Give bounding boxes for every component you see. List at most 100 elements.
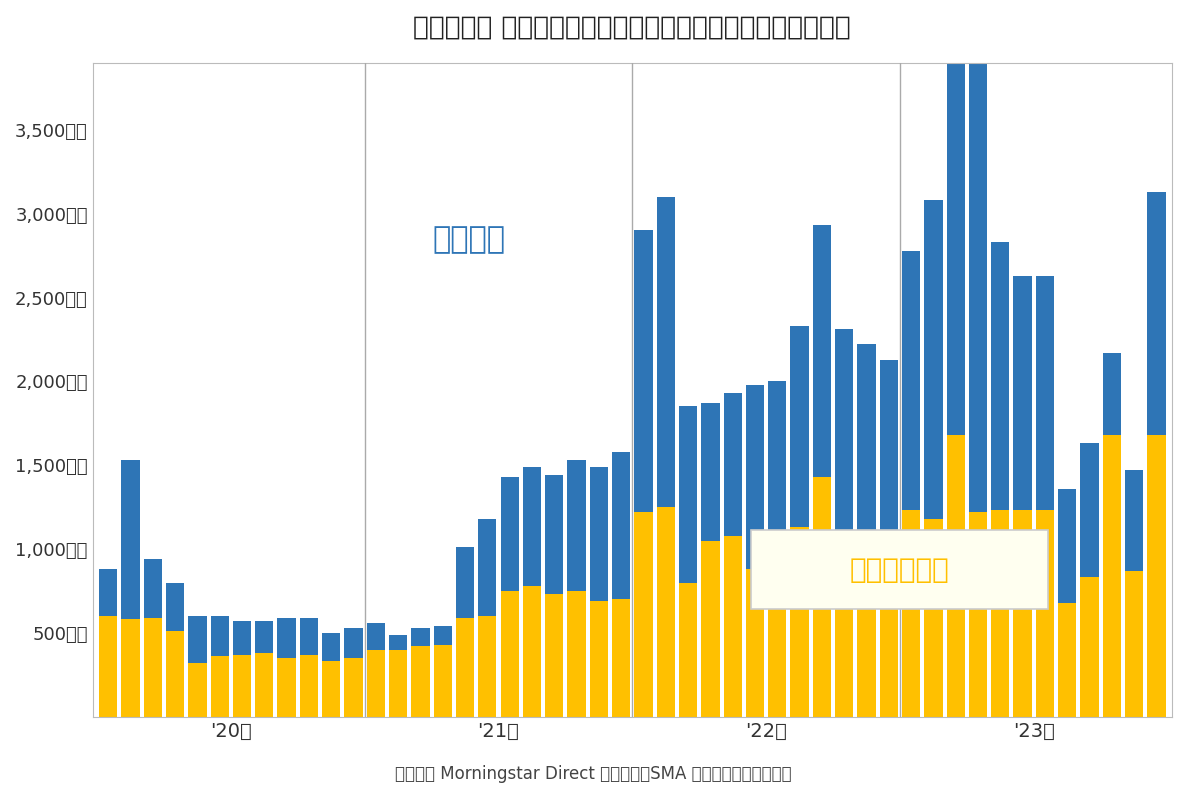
Bar (991, 242, 1009, 511)
Bar (946, 50, 965, 435)
Bar (702, 403, 719, 541)
Bar (768, 541, 787, 717)
Bar (1125, 571, 1143, 717)
Bar (456, 547, 474, 618)
Bar (724, 393, 742, 536)
Bar (300, 655, 318, 717)
Bar (925, 200, 942, 519)
Bar (456, 618, 474, 717)
Bar (233, 621, 252, 655)
Bar (612, 452, 630, 599)
Bar (144, 618, 161, 717)
Bar (300, 618, 318, 655)
Bar (1036, 511, 1054, 717)
Bar (702, 541, 719, 717)
Bar (1103, 353, 1121, 435)
Bar (590, 601, 608, 717)
Bar (1080, 443, 1099, 578)
Bar (389, 634, 407, 649)
Bar (857, 554, 876, 717)
Bar (189, 616, 207, 663)
Bar (791, 527, 808, 717)
Bar (656, 507, 675, 717)
Bar (925, 519, 942, 717)
Text: （資料） Morningstar Direct より作成。SMA 専用ファンドは除外。: （資料） Morningstar Direct より作成。SMA 専用ファンドは… (395, 765, 792, 783)
Bar (322, 661, 341, 717)
Bar (545, 594, 564, 717)
Bar (1148, 435, 1166, 717)
Bar (189, 663, 207, 717)
Bar (166, 631, 184, 717)
Bar (545, 475, 564, 594)
Bar (389, 649, 407, 717)
Bar (278, 658, 296, 717)
Bar (880, 560, 897, 717)
Bar (634, 231, 653, 512)
Bar (1014, 511, 1032, 717)
Bar (834, 330, 853, 539)
Bar (1148, 192, 1166, 435)
Bar (478, 616, 496, 717)
Bar (278, 618, 296, 658)
Bar (1058, 603, 1077, 717)
Bar (210, 656, 229, 717)
Bar (501, 477, 519, 591)
Bar (791, 326, 808, 527)
Bar (322, 633, 341, 661)
Bar (344, 628, 363, 658)
Bar (745, 385, 764, 569)
Text: 米国株式以外: 米国株式以外 (850, 556, 950, 583)
Bar (522, 586, 541, 717)
Bar (99, 569, 118, 616)
Bar (1014, 275, 1032, 511)
Bar (679, 406, 697, 582)
Bar (501, 591, 519, 717)
Bar (1058, 489, 1077, 603)
Bar (590, 467, 608, 601)
Bar (880, 360, 897, 560)
Bar (166, 582, 184, 631)
Bar (367, 649, 385, 717)
Bar (344, 658, 363, 717)
Bar (946, 435, 965, 717)
Bar (478, 519, 496, 616)
Bar (210, 616, 229, 656)
Bar (255, 653, 273, 717)
Bar (1080, 578, 1099, 717)
Bar (656, 197, 675, 507)
Bar (991, 511, 1009, 717)
Bar (433, 626, 452, 645)
Bar (768, 382, 787, 541)
FancyBboxPatch shape (751, 530, 1048, 609)
Bar (522, 467, 541, 586)
Bar (612, 599, 630, 717)
Bar (724, 536, 742, 717)
Bar (255, 621, 273, 653)
Bar (857, 345, 876, 554)
Bar (1125, 470, 1143, 571)
Bar (902, 250, 920, 511)
Bar (834, 539, 853, 717)
Bar (969, 0, 988, 512)
Bar (367, 623, 385, 649)
Bar (679, 582, 697, 717)
Bar (813, 477, 831, 717)
Bar (433, 645, 452, 717)
Bar (567, 591, 585, 717)
Bar (969, 512, 988, 717)
Bar (412, 628, 430, 646)
Bar (233, 655, 252, 717)
Bar (902, 511, 920, 717)
Bar (1103, 435, 1121, 717)
Title: 『図表２』 インデックス型の外国株式ファンドの資金流出入: 『図表２』 インデックス型の外国株式ファンドの資金流出入 (413, 15, 851, 41)
Bar (144, 559, 161, 618)
Bar (634, 512, 653, 717)
Bar (99, 616, 118, 717)
Bar (1036, 275, 1054, 511)
Text: 米国株式: 米国株式 (432, 225, 506, 254)
Bar (121, 619, 140, 717)
Bar (813, 225, 831, 477)
Bar (121, 460, 140, 619)
Bar (412, 646, 430, 717)
Bar (567, 460, 585, 591)
